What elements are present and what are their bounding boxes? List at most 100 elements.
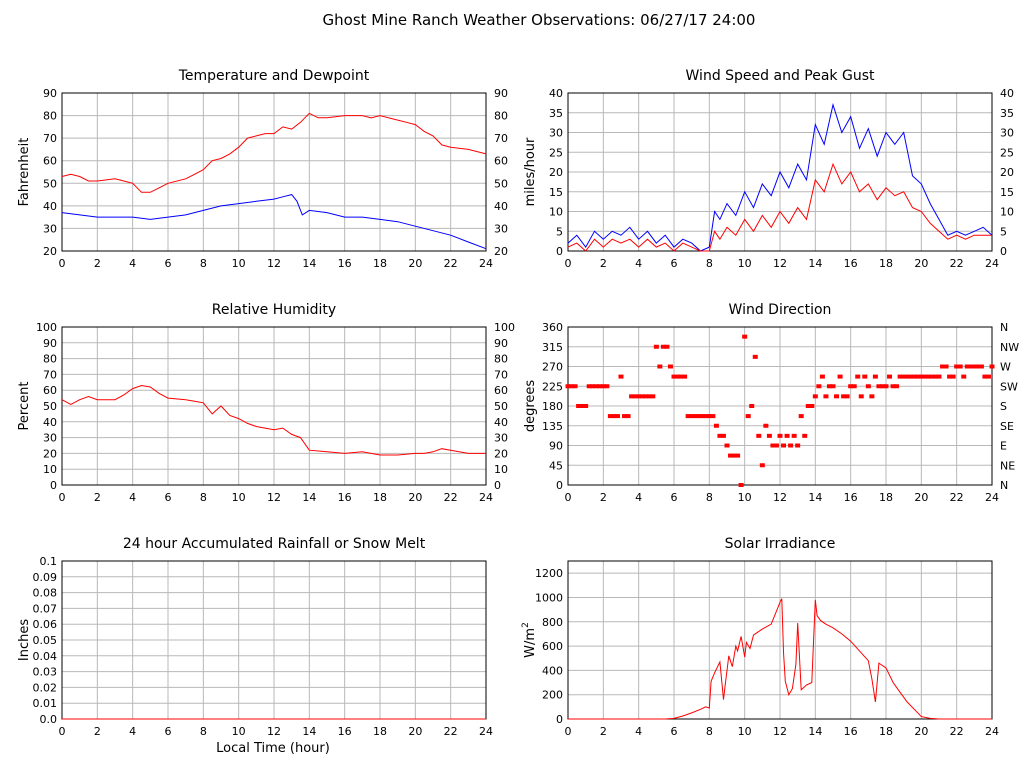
data-point	[569, 384, 575, 389]
data-point	[611, 414, 617, 419]
data-point	[844, 394, 850, 399]
data-point	[667, 364, 673, 369]
data-point	[908, 374, 914, 379]
data-point	[809, 404, 815, 408]
right-tick-label: 20	[494, 245, 508, 258]
y-tick-label: 15	[549, 186, 563, 199]
x-tick-label: 16	[844, 257, 858, 270]
data-point	[675, 374, 681, 379]
y-tick-label: 60	[43, 384, 57, 397]
y-tick-label: 360	[542, 321, 563, 334]
data-point	[784, 433, 790, 438]
data-point	[614, 414, 620, 419]
x-tick-label: 12	[773, 257, 787, 270]
wind-ylabel: miles/hour	[523, 137, 538, 206]
data-point	[636, 394, 642, 399]
data-point	[706, 414, 712, 419]
data-point	[639, 394, 645, 399]
rain-ylabel-text: Inches	[17, 619, 32, 661]
data-point	[597, 384, 603, 389]
data-point	[745, 414, 751, 419]
data-point	[855, 374, 861, 379]
y-tick-label: 0.08	[33, 587, 58, 600]
data-point	[650, 394, 656, 399]
solar-ylabel: W/m2	[521, 622, 538, 658]
y-tick-label: 20	[43, 245, 57, 258]
y-tick-label: 225	[542, 380, 563, 393]
right-tick-label: E	[1000, 440, 1007, 453]
data-point	[830, 384, 836, 389]
y-tick-label: 0.05	[33, 634, 58, 647]
data-point	[685, 414, 691, 419]
x-tick-label: 4	[635, 491, 642, 504]
data-point	[954, 364, 960, 369]
x-tick-label: 24	[479, 491, 493, 504]
right-tick-label: W	[1000, 361, 1011, 374]
data-point	[947, 374, 953, 379]
x-tick-label: 10	[232, 257, 246, 270]
rain-ylabel: Inches	[17, 619, 32, 661]
temp-ylabel-text: Fahrenheit	[17, 138, 32, 207]
x-tick-label: 8	[706, 491, 713, 504]
solar-ylabel-text: W/m	[523, 628, 538, 658]
y-tick-label: 0.07	[33, 602, 58, 615]
rh-grid	[61, 326, 487, 486]
wdir-ylabel-text: degrees	[523, 380, 538, 433]
data-point	[851, 384, 857, 389]
data-point	[738, 483, 744, 487]
data-point	[968, 364, 974, 369]
solar-title: Solar Irradiance	[725, 536, 836, 552]
data-point	[978, 364, 984, 369]
data-point	[826, 384, 832, 389]
data-point	[961, 374, 967, 379]
data-point	[749, 404, 755, 408]
y-tick-label: 0.06	[33, 618, 58, 631]
data-point	[604, 384, 610, 389]
x-tick-label: 6	[165, 491, 172, 504]
y-tick-label: 45	[549, 459, 563, 472]
data-point	[653, 344, 659, 349]
right-tick-label: 10	[494, 463, 508, 476]
y-tick-label: 315	[542, 341, 563, 354]
data-point	[710, 414, 716, 419]
data-point	[618, 374, 624, 379]
rh-title: Relative Humidity	[212, 302, 336, 318]
data-point	[607, 414, 613, 419]
y-tick-label: 40	[43, 200, 57, 213]
data-point	[770, 443, 776, 448]
temp-series-line-0	[61, 112, 487, 193]
temp-title: Temperature and Dewpoint	[178, 68, 370, 84]
temp-plot-frame	[61, 92, 487, 252]
right-tick-label: 5	[1000, 225, 1007, 238]
y-tick-label: 0	[556, 713, 563, 726]
x-tick-label: 24	[479, 257, 493, 270]
x-tick-label: 22	[950, 725, 964, 738]
right-tick-label: 25	[1000, 146, 1014, 159]
x-tick-label: 18	[879, 257, 893, 270]
data-point	[791, 433, 797, 438]
y-tick-label: 0.01	[33, 697, 58, 710]
rh-series-line-0	[61, 384, 486, 456]
temp-grid	[61, 92, 487, 252]
x-tick-label: 18	[373, 491, 387, 504]
y-tick-label: 0.03	[33, 666, 58, 679]
data-point	[950, 374, 956, 379]
x-tick-label: 12	[267, 725, 281, 738]
right-tick-label: 30	[494, 432, 508, 445]
y-tick-label: 200	[542, 689, 563, 702]
y-tick-label: 20	[43, 447, 57, 460]
rain-title: 24 hour Accumulated Rainfall or Snow Mel…	[123, 536, 426, 552]
y-tick-label: 80	[43, 353, 57, 366]
y-tick-label: 70	[43, 132, 57, 145]
data-point	[689, 414, 695, 419]
x-tick-label: 24	[985, 257, 999, 270]
wind-plot-frame	[567, 92, 993, 252]
data-point	[915, 374, 921, 379]
x-tick-label: 14	[808, 257, 822, 270]
x-tick-label: 16	[338, 491, 352, 504]
x-tick-label: 20	[914, 491, 928, 504]
right-tick-label: 50	[494, 400, 508, 413]
right-tick-label: 70	[494, 132, 508, 145]
x-tick-label: 4	[635, 725, 642, 738]
data-point	[819, 374, 825, 379]
